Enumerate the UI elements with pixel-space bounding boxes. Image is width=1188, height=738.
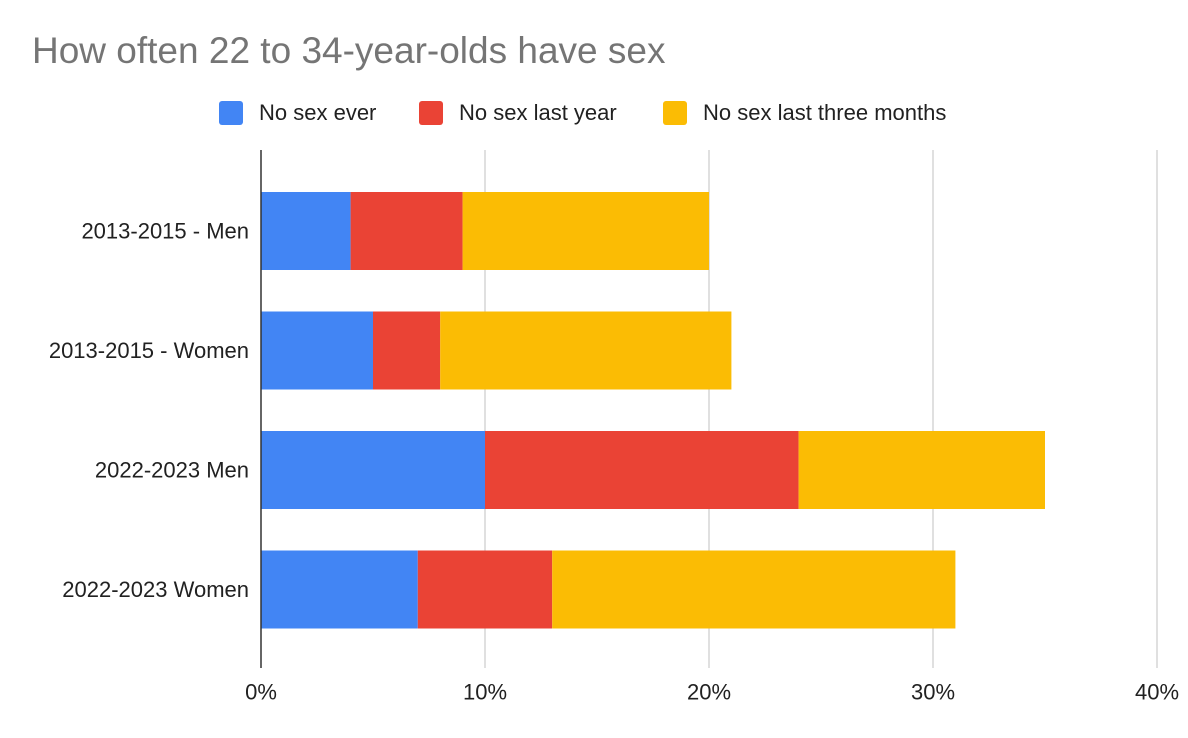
category-label-3: 2022-2023 Women [62,577,249,602]
bar-2022-2023-women-no-sex-last-year [417,550,553,629]
chart-title: How often 22 to 34-year-olds have sex [32,30,666,71]
bar-2013-2015-women-no-sex-last-three-months [440,311,732,390]
x-tick-label-40: 40% [1135,680,1179,705]
legend-label-no-sex-last-three-months: No sex last three months [703,100,947,125]
bar-2013-2015-men-no-sex-last-year [350,192,463,270]
bar-2013-2015-women-no-sex-ever [261,311,373,390]
bar-2022-2023-women-no-sex-last-three-months [552,550,956,629]
x-tick-label-30: 30% [911,680,955,705]
bar-2013-2015-men-no-sex-last-three-months [462,192,709,270]
legend-label-no-sex-ever: No sex ever [259,100,377,125]
legend-item-no-sex-ever: No sex ever [219,96,376,130]
x-tick-label-10: 10% [463,680,507,705]
bar-2022-2023-men-no-sex-last-year [485,431,799,509]
legend-item-no-sex-last-three-months: No sex last three months [663,96,946,130]
category-label-0: 2013-2015 - Men [81,219,249,244]
bar-2013-2015-men-no-sex-ever [261,192,351,270]
category-label-2: 2022-2023 Men [95,458,249,483]
bar-2022-2023-women-no-sex-ever [261,550,418,629]
legend-swatch-no-sex-ever [219,101,243,125]
bar-2013-2015-women-no-sex-last-year [373,311,441,390]
legend: No sex ever No sex last year No sex last… [0,96,1188,130]
x-tick-label-0: 0% [245,680,277,705]
bar-2022-2023-men-no-sex-last-three-months [798,431,1045,509]
legend-swatch-no-sex-last-year [419,101,443,125]
bar-2022-2023-men-no-sex-ever [261,431,485,509]
legend-label-no-sex-last-year: No sex last year [459,100,617,125]
legend-item-no-sex-last-year: No sex last year [419,96,617,130]
x-tick-label-20: 20% [687,680,731,705]
category-label-1: 2013-2015 - Women [49,338,249,363]
legend-swatch-no-sex-last-three-months [663,101,687,125]
